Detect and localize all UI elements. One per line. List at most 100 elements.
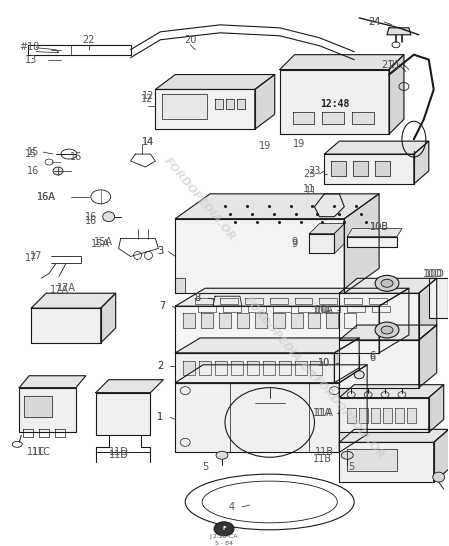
Text: 16: 16	[27, 166, 39, 176]
Text: 23: 23	[304, 169, 316, 179]
Polygon shape	[19, 376, 86, 388]
Text: FORDOPEDIA.OR: FORDOPEDIA.OR	[163, 156, 238, 242]
Text: 5: 5	[202, 462, 208, 472]
Polygon shape	[339, 325, 437, 340]
Text: 15A: 15A	[94, 236, 113, 247]
Text: 11A: 11A	[315, 407, 334, 418]
Text: 1: 1	[157, 412, 163, 423]
Polygon shape	[247, 361, 259, 375]
Ellipse shape	[214, 522, 234, 536]
Text: 7: 7	[159, 301, 166, 311]
Polygon shape	[175, 194, 379, 219]
Polygon shape	[389, 55, 404, 134]
Polygon shape	[273, 313, 285, 328]
Polygon shape	[352, 112, 374, 124]
Text: FORDOPEDIA.OR: FORDOPEDIA.OR	[312, 374, 387, 461]
Polygon shape	[395, 407, 404, 424]
Polygon shape	[309, 234, 335, 253]
Text: 19: 19	[259, 141, 271, 151]
Text: 16: 16	[70, 152, 82, 162]
Polygon shape	[371, 407, 380, 424]
Polygon shape	[324, 141, 429, 154]
Polygon shape	[101, 293, 116, 343]
Polygon shape	[96, 379, 163, 393]
Polygon shape	[155, 75, 275, 90]
Polygon shape	[407, 407, 416, 424]
Text: 2: 2	[157, 361, 163, 371]
Polygon shape	[280, 55, 404, 69]
Polygon shape	[326, 313, 338, 328]
Text: 10: 10	[318, 358, 330, 368]
Ellipse shape	[375, 322, 399, 338]
Text: 5 - 84: 5 - 84	[215, 541, 233, 546]
Text: 6: 6	[369, 351, 375, 361]
Text: 15: 15	[27, 147, 40, 157]
Text: J 2.20-CA: J 2.20-CA	[210, 535, 238, 539]
Text: 10B: 10B	[370, 222, 388, 232]
Text: 11A: 11A	[313, 407, 332, 418]
Polygon shape	[215, 361, 227, 375]
Text: 8: 8	[194, 293, 200, 303]
Polygon shape	[359, 407, 368, 424]
Text: 11B: 11B	[315, 447, 334, 458]
Ellipse shape	[103, 212, 114, 222]
Polygon shape	[237, 313, 249, 328]
Text: FORDOPEDIA.OR: FORDOPEDIA.OR	[242, 295, 317, 381]
Text: 21: 21	[381, 60, 393, 69]
Text: F: F	[222, 526, 226, 531]
Polygon shape	[339, 293, 419, 340]
Polygon shape	[31, 308, 101, 343]
Text: 19: 19	[294, 139, 306, 149]
Text: 11D: 11D	[109, 450, 128, 460]
Polygon shape	[183, 313, 195, 328]
Text: 11C: 11C	[31, 447, 51, 458]
Polygon shape	[175, 306, 379, 353]
Polygon shape	[339, 385, 444, 397]
Text: 13: 13	[25, 55, 37, 64]
Text: 24: 24	[368, 17, 380, 27]
Text: 11B: 11B	[313, 454, 332, 464]
Polygon shape	[344, 194, 379, 293]
Text: 4: 4	[229, 502, 235, 512]
Polygon shape	[339, 278, 437, 293]
Polygon shape	[279, 361, 291, 375]
Text: 12: 12	[142, 91, 154, 102]
Polygon shape	[308, 313, 321, 328]
Polygon shape	[339, 340, 419, 388]
Polygon shape	[175, 353, 335, 383]
Polygon shape	[31, 293, 116, 308]
Text: 5: 5	[348, 462, 354, 472]
Text: 24: 24	[368, 17, 380, 27]
Polygon shape	[291, 313, 303, 328]
Text: 17A: 17A	[57, 283, 75, 293]
Polygon shape	[335, 224, 344, 253]
Ellipse shape	[433, 472, 445, 482]
Polygon shape	[231, 361, 243, 375]
Polygon shape	[175, 383, 339, 452]
Polygon shape	[295, 361, 307, 375]
Ellipse shape	[341, 452, 353, 459]
Text: 2: 2	[157, 361, 163, 371]
Text: 17: 17	[30, 252, 42, 262]
Polygon shape	[237, 99, 245, 109]
Text: 1: 1	[157, 412, 163, 423]
Text: 20: 20	[184, 35, 196, 45]
Ellipse shape	[53, 167, 63, 175]
Ellipse shape	[381, 326, 393, 334]
Polygon shape	[347, 407, 356, 424]
Polygon shape	[387, 28, 411, 35]
Text: 3: 3	[157, 246, 163, 257]
Polygon shape	[347, 236, 397, 246]
Text: 8: 8	[194, 293, 200, 303]
Polygon shape	[175, 338, 359, 353]
Polygon shape	[213, 296, 242, 306]
Text: 16A: 16A	[37, 192, 56, 202]
Text: 9: 9	[291, 236, 298, 247]
Text: #18: #18	[19, 41, 40, 52]
Text: 16: 16	[85, 212, 97, 222]
Polygon shape	[331, 161, 346, 176]
Polygon shape	[96, 393, 150, 435]
Text: 9: 9	[291, 239, 298, 248]
Polygon shape	[199, 361, 211, 375]
Text: 6: 6	[369, 353, 375, 363]
